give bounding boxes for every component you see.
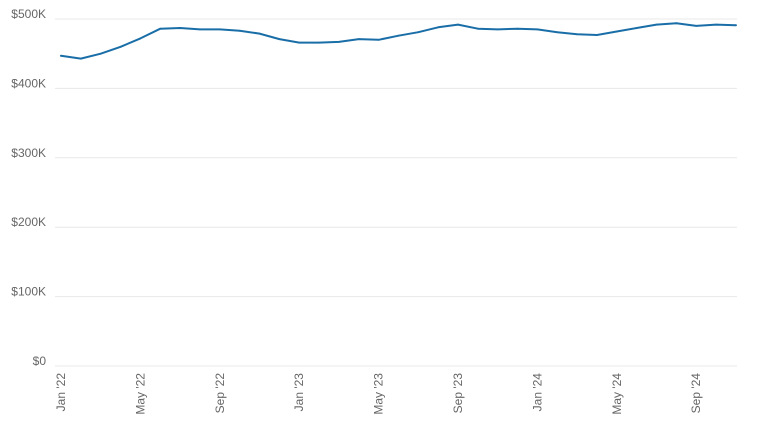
data-point	[397, 34, 400, 37]
data-point	[635, 27, 638, 29]
grid-lines	[55, 18, 737, 367]
data-point	[417, 31, 420, 34]
data-point	[179, 27, 182, 29]
data-point	[655, 23, 658, 26]
data-point	[338, 41, 340, 43]
y-axis-tick-labels: $500K $400K $300K $200K $100K $0	[11, 7, 46, 368]
data-point	[735, 24, 737, 27]
y-tick-label: $300K	[11, 146, 46, 160]
x-tick-label: Jan '23	[292, 373, 306, 412]
x-tick-label: May '22	[133, 373, 147, 415]
data-point	[496, 28, 499, 31]
data-point	[159, 27, 162, 30]
x-tick-label: May '23	[372, 373, 386, 415]
x-tick-label: Sep '23	[451, 373, 465, 414]
x-tick-label: Jan '24	[530, 373, 544, 412]
data-point	[119, 45, 122, 48]
y-tick-label: $500K	[11, 7, 46, 21]
y-tick-label: $0	[33, 354, 47, 368]
data-point	[278, 38, 281, 40]
data-point	[675, 22, 678, 25]
x-axis-tick-labels: Jan '22 May '22 Sep '22 Jan '23 May '23 Sep '…	[54, 373, 703, 415]
data-point	[536, 28, 539, 31]
data-point	[79, 57, 82, 60]
data-point	[457, 23, 459, 26]
data-point	[258, 32, 261, 35]
y-tick-label: $100K	[11, 285, 46, 299]
data-point	[596, 34, 598, 36]
data-point	[437, 26, 440, 29]
y-tick-label: $400K	[11, 76, 46, 90]
data-point	[218, 28, 221, 31]
data-point	[377, 38, 380, 41]
data-point	[60, 54, 62, 57]
x-tick-label: Jan '22	[54, 373, 68, 412]
data-point	[615, 30, 618, 33]
data-point	[298, 41, 301, 44]
data-point	[99, 52, 102, 55]
data-point	[357, 38, 360, 40]
data-point	[516, 27, 519, 30]
x-tick-label: May '24	[610, 373, 624, 415]
data-point	[715, 23, 717, 26]
data-point	[477, 27, 479, 30]
data-point	[318, 41, 320, 44]
data-point	[199, 28, 201, 31]
data-point	[695, 25, 698, 27]
x-tick-label: Sep '24	[689, 373, 703, 414]
data-point	[556, 31, 559, 34]
y-tick-label: $200K	[11, 215, 46, 229]
data-point	[238, 29, 241, 32]
series-layer	[60, 22, 737, 60]
data-point	[576, 33, 578, 36]
series-line	[60, 22, 737, 60]
x-tick-label: Sep '22	[213, 373, 227, 414]
data-point	[139, 37, 142, 40]
